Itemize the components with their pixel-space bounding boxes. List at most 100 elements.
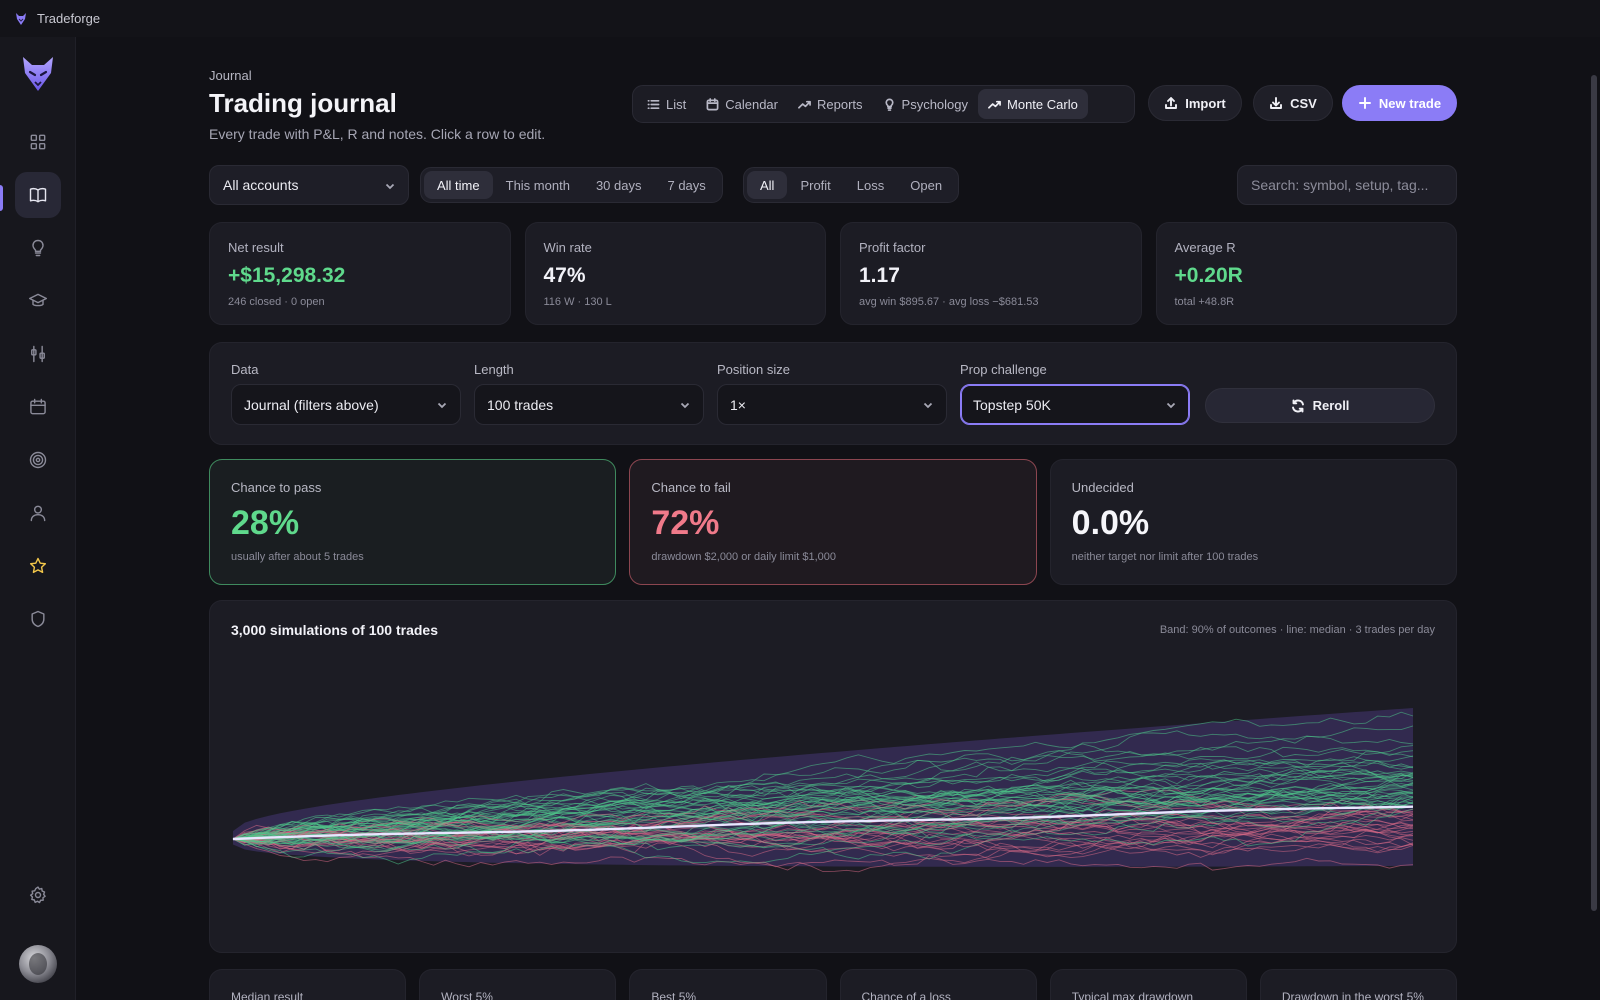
position-size-control: Position size 1× [717,362,947,425]
sidebar-item-ideas[interactable] [15,225,61,271]
summary-cards: Median result Worst 5% Best 5% Chance of… [209,969,1458,1000]
stats-row: Net result +$15,298.32 246 closed · 0 op… [209,222,1457,325]
length-label: Length [474,362,514,377]
gear-icon [29,886,46,904]
page-title: Trading journal [209,88,397,118]
reroll-button[interactable]: Reroll [1205,388,1435,423]
outcome-value: 72% [651,504,720,542]
search-input[interactable] [1237,165,1457,205]
sidebar-item-calendar[interactable] [15,384,61,430]
outcome-sub: neither target nor limit after 100 trade… [1071,551,1259,563]
tab-reports[interactable]: Reports [788,89,873,119]
reroll-label: Reroll [1312,398,1350,413]
outcome-sub: drawdown $2,000 or daily limit $1,000 [651,551,836,563]
shield-icon [31,610,45,628]
breadcrumb[interactable]: Journal [209,68,252,83]
summary-card-best-5: Best 5% [629,969,827,1000]
summary-card-label: Typical max drawdown [1071,990,1194,1000]
sidebar-item-tools[interactable] [15,331,61,377]
tab-monte-carlo[interactable]: Monte Carlo [978,89,1088,119]
period-this-month[interactable]: This month [505,177,570,193]
outcome-value: 0.0% [1071,504,1150,542]
simulation-path [232,767,1414,840]
simulation-path [232,838,1414,871]
simulation-path [232,790,1414,853]
period-7-days[interactable]: 7 days [667,177,706,193]
outcome-label: Chance to fail [651,480,731,495]
outcome-all[interactable]: All [747,171,788,199]
avatar[interactable] [19,945,57,983]
length-select-value: 100 trades [487,396,554,413]
summary-card-label: Drawdown in the worst 5% [1281,990,1424,1000]
tab-calendar[interactable]: Calendar [696,89,788,119]
upload-icon [1165,97,1178,109]
view-tabs: List Calendar Reports Psychology Monte C… [632,85,1135,123]
data-select[interactable]: Journal (filters above) [231,384,461,425]
outcome-cards: Chance to pass 28% usually after about 5… [209,459,1457,585]
account-select[interactable]: All accounts [209,165,409,205]
new-trade-button[interactable]: New trade [1342,85,1457,121]
grid-icon [30,134,46,150]
sidebar-item-goals[interactable] [15,437,61,483]
sidebar-active-indicator [0,185,3,211]
period-30-days[interactable]: 30 days [595,177,642,193]
chevron-down-icon [437,402,447,409]
filter-bar: All accounts All time This month 30 days… [209,165,1457,205]
tab-label: Calendar [725,96,778,112]
simulation-path [232,837,1414,873]
chance-to-pass-card: Chance to pass 28% usually after about 5… [209,459,617,585]
chevron-down-icon [385,183,395,190]
star-icon [29,557,47,574]
summary-card-worst-5: Worst 5% [419,969,617,1000]
scrollbar[interactable] [1591,75,1597,911]
sidebar-item-journal[interactable] [15,172,61,218]
plus-icon [1358,97,1371,109]
csv-button[interactable]: CSV [1253,85,1333,121]
sidebar-item-learn[interactable] [15,278,61,324]
fox-logo-icon[interactable] [20,55,56,93]
tab-label: Psychology [901,96,969,112]
window-titlebar: Tradeforge [0,0,1600,37]
position-size-select[interactable]: 1× [717,384,947,425]
period-all-time[interactable]: All time [424,171,493,199]
account-select-value: All accounts [223,177,299,193]
stat-sub: total +48.8R [1174,296,1235,308]
stat-label: Profit factor [859,240,926,255]
outcome-open[interactable]: Open [910,177,943,193]
sidebar-item-profile[interactable] [15,490,61,536]
app-logo-icon [16,12,26,25]
download-icon [1270,97,1283,109]
calendar-icon [30,398,46,415]
trend-icon [798,100,811,109]
outcome-profit[interactable]: Profit [800,177,831,193]
calendar-icon [706,97,719,110]
main-content: Journal Trading journal Every trade with… [76,37,1600,1000]
simulation-path [232,786,1414,841]
simulation-path [232,805,1414,849]
graduation-cap-icon [28,293,48,307]
tab-label: List [666,96,687,112]
outcome-loss[interactable]: Loss [856,177,885,193]
summary-card-label: Worst 5% [441,990,493,1000]
sidebar-item-settings[interactable] [15,872,61,918]
simulation-path [232,798,1414,842]
import-button[interactable]: Import [1148,85,1242,121]
prop-challenge-label: Prop challenge [960,362,1047,377]
stat-value: +0.20R [1174,264,1243,287]
length-select[interactable]: 100 trades [474,384,704,425]
stat-profit-factor: Profit factor 1.17 avg win $895.67 · avg… [840,222,1142,325]
sidebar-item-favorites[interactable] [15,543,61,589]
chart-note: Band: 90% of outcomes · line: median · 3… [1159,624,1435,636]
tab-list[interactable]: List [637,89,696,119]
sidebar-item-security[interactable] [15,596,61,642]
trend-icon [988,100,1001,109]
simulation-path [232,772,1414,865]
summary-card-label: Median result [231,990,304,1000]
stat-win-rate: Win rate 47% 116 W · 130 L [524,222,826,325]
stat-average-r: Average R +0.20R total +48.8R [1155,222,1457,325]
simulation-path [232,779,1414,841]
prop-challenge-select[interactable]: Topstep 50K [960,384,1190,425]
sidebar-item-dashboard[interactable] [15,119,61,165]
data-label: Data [231,362,259,377]
tab-psychology[interactable]: Psychology [873,89,978,119]
